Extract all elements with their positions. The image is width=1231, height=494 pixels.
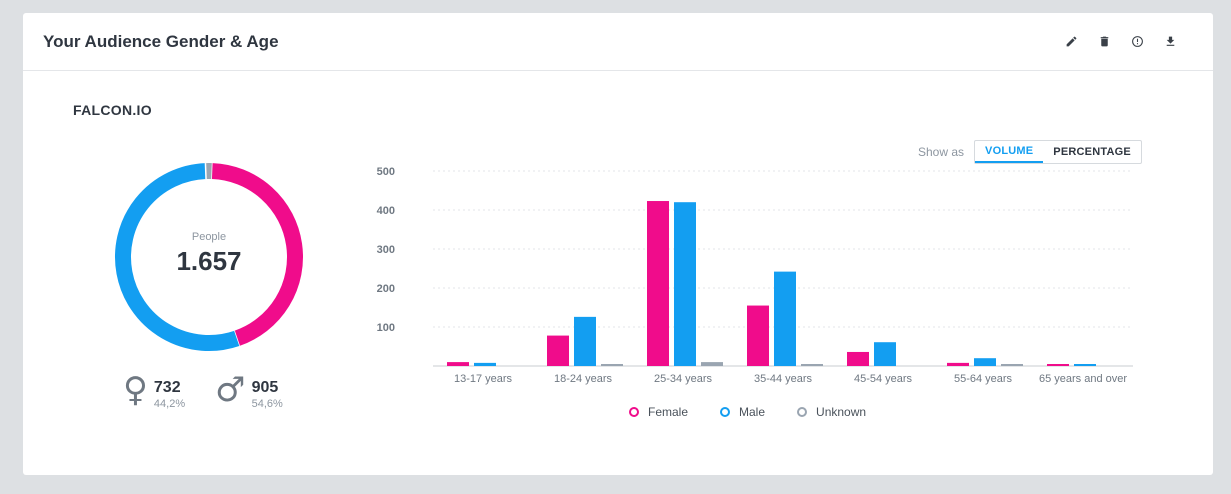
bar-female[interactable] [647, 201, 669, 366]
show-as-label: Show as [918, 145, 965, 159]
account-name: FALCON.IO [73, 102, 152, 118]
female-stat: ♀ 732 44,2% [123, 373, 185, 410]
legend-male[interactable]: Male [720, 405, 765, 419]
donut-segment-male[interactable] [115, 163, 240, 351]
bar-unknown[interactable] [1001, 364, 1023, 366]
bar-female[interactable] [747, 305, 769, 366]
age-bar-chart: 100 200 300 400 500 13-17 years 18-24 years 25-… [377, 166, 1133, 385]
female-percent: 44,2% [153, 398, 186, 410]
donut-segment-gap [204, 163, 207, 180]
card-toolbar [1062, 33, 1179, 51]
edit-icon[interactable] [1062, 33, 1080, 51]
x-tick-label: 35-44 years [754, 373, 813, 385]
male-percent: 54,6% [251, 398, 283, 410]
delete-icon[interactable] [1095, 33, 1113, 51]
bar-male[interactable] [974, 358, 996, 366]
x-tick-label: 45-54 years [854, 373, 913, 385]
legend-male-label: Male [739, 405, 766, 419]
legend-unknown-marker [797, 407, 808, 417]
percentage-button[interactable]: PERCENTAGE [1053, 146, 1131, 158]
x-tick-label: 13-17 years [454, 373, 513, 385]
donut-chart [115, 163, 303, 351]
bar-male[interactable] [1074, 364, 1096, 366]
y-tick-label: 500 [377, 166, 395, 178]
bar-female[interactable] [1047, 364, 1069, 366]
x-tick-label: 18-24 years [554, 373, 613, 385]
legend-unknown-label: Unknown [816, 405, 867, 419]
donut-segment-female[interactable] [211, 163, 303, 346]
bar-female[interactable] [547, 335, 569, 366]
donut-center: People 1.657 [113, 161, 305, 353]
card-title: Your Audience Gender & Age [43, 31, 279, 51]
bar-unknown[interactable] [701, 362, 723, 366]
bar-unknown[interactable] [601, 364, 623, 366]
bar-female[interactable] [947, 362, 969, 366]
info-icon[interactable] [1128, 33, 1146, 51]
male-count: 905 [251, 379, 279, 396]
x-tick-label: 25-34 years [654, 373, 713, 385]
bar-female[interactable] [447, 362, 469, 366]
legend-male-marker [720, 407, 731, 417]
donut-label: People [191, 231, 227, 243]
gender-stats: ♀ 732 44,2% ♂ 905 54,6% [123, 373, 283, 410]
legend-female-label: Female [648, 405, 689, 419]
bar-male[interactable] [674, 202, 696, 366]
bar-male[interactable] [874, 342, 896, 366]
audience-card: Your Audience Gender & Age FALCON.IO Peo… [23, 13, 1213, 475]
show-as-toggle: VOLUME PERCENTAGE [974, 140, 1142, 164]
legend-unknown[interactable]: Unknown [797, 405, 866, 419]
bar-male[interactable] [474, 362, 496, 366]
x-tick-label: 55-64 years [954, 373, 1013, 385]
show-as-control: Show as VOLUME PERCENTAGE [918, 140, 1142, 164]
card-header: Your Audience Gender & Age [23, 13, 1213, 71]
female-count: 732 [153, 379, 181, 396]
x-tick-label: 65 years and over [1039, 373, 1127, 385]
bar-female[interactable] [847, 351, 869, 366]
y-tick-label: 200 [377, 283, 395, 295]
female-icon: ♀ [123, 370, 148, 410]
male-stat: ♂ 905 54,6% [215, 373, 283, 410]
people-donut: People 1.657 [113, 161, 305, 353]
bar-unknown[interactable] [801, 364, 823, 366]
male-icon: ♂ [215, 370, 246, 410]
y-tick-label: 300 [377, 244, 395, 256]
donut-total: 1.657 [176, 246, 242, 276]
chart-legend: Female Male Unknown [629, 405, 866, 419]
legend-female[interactable]: Female [629, 405, 688, 419]
y-tick-label: 100 [377, 322, 395, 334]
legend-female-marker [629, 407, 639, 417]
bar-male[interactable] [574, 316, 596, 366]
download-icon[interactable] [1161, 33, 1179, 51]
volume-button[interactable]: VOLUME [975, 141, 1044, 163]
bar-male[interactable] [774, 271, 796, 366]
y-tick-label: 400 [377, 205, 395, 217]
